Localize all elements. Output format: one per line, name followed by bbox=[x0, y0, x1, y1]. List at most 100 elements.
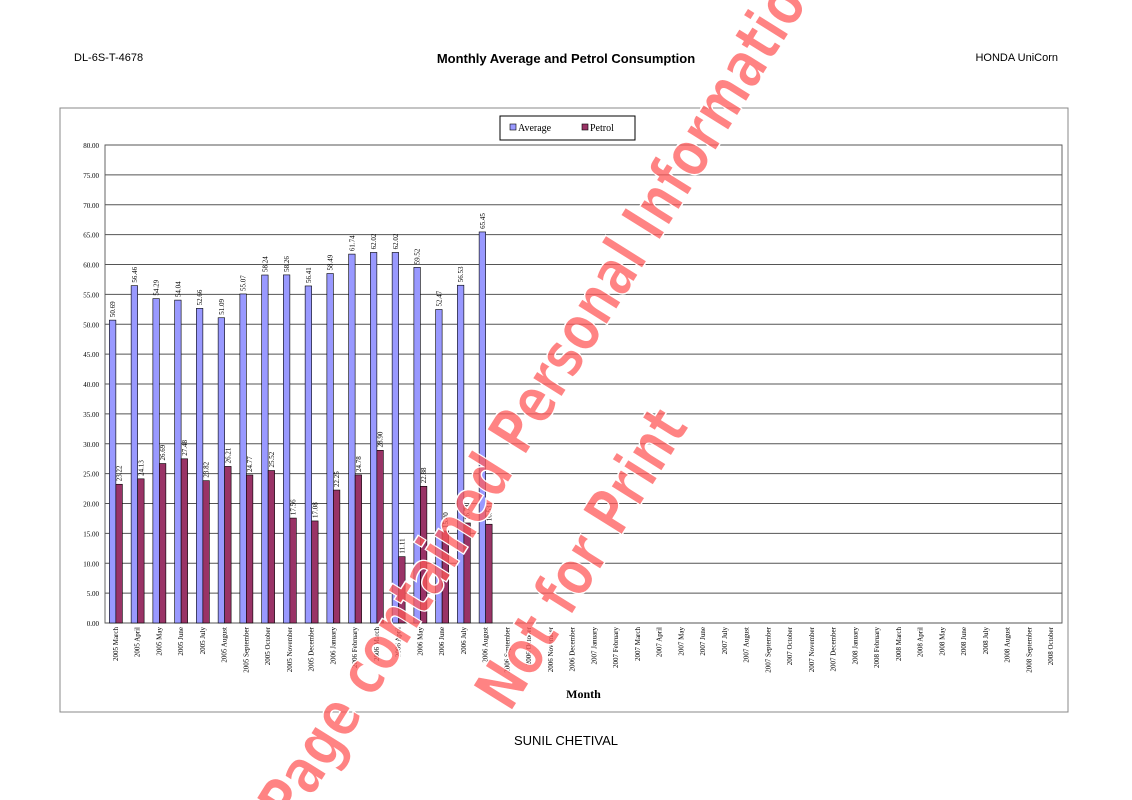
bar bbox=[391, 252, 399, 624]
x-tick-label: 2008 February bbox=[873, 627, 881, 669]
y-tick-label: 20.00 bbox=[83, 501, 99, 509]
value-label: 58.26 bbox=[283, 256, 291, 272]
bar bbox=[224, 466, 232, 624]
header-left: DL-6S-T-4678 bbox=[74, 52, 143, 64]
bar bbox=[441, 530, 449, 624]
value-label: 24.77 bbox=[246, 456, 254, 472]
value-label: 54.04 bbox=[174, 281, 182, 297]
x-tick-label: 2006 November bbox=[547, 626, 555, 672]
bar bbox=[376, 450, 384, 624]
y-tick-label: 25.00 bbox=[83, 471, 99, 479]
x-tick-label: 2006 March bbox=[373, 627, 381, 662]
value-label: 28.90 bbox=[377, 431, 385, 447]
x-tick-label: 2005 November bbox=[286, 626, 294, 672]
x-axis-title: Month bbox=[566, 687, 601, 701]
y-tick-label: 75.00 bbox=[83, 172, 99, 180]
x-tick-label: 2005 March bbox=[112, 627, 120, 662]
value-label: 22.88 bbox=[420, 467, 428, 483]
value-label: 62.02 bbox=[370, 233, 378, 249]
value-label: 15.40 bbox=[442, 512, 450, 528]
y-tick-label: 40.00 bbox=[83, 381, 99, 389]
bar bbox=[326, 273, 334, 624]
bar bbox=[311, 520, 319, 624]
chart-title: Monthly Average and Petrol Consumption bbox=[437, 51, 695, 66]
x-tick-label: 2005 July bbox=[199, 627, 207, 655]
value-label: 55.07 bbox=[240, 275, 248, 291]
bar bbox=[463, 522, 471, 624]
value-label: 52.66 bbox=[196, 289, 204, 305]
y-tick-label: 65.00 bbox=[83, 232, 99, 240]
bar bbox=[174, 299, 182, 624]
bar bbox=[196, 308, 204, 624]
x-tick-label: 2006 October bbox=[525, 626, 533, 665]
bar bbox=[354, 474, 362, 624]
footer: SUNIL CHETIVAL bbox=[514, 733, 618, 748]
bar bbox=[261, 274, 269, 624]
x-tick-label: 2007 February bbox=[612, 627, 620, 669]
value-label: 56.53 bbox=[457, 266, 465, 282]
bar bbox=[115, 483, 123, 624]
x-tick-label: 2006 April bbox=[395, 627, 403, 657]
value-label: 56.46 bbox=[131, 266, 139, 282]
x-tick-label: 2008 June bbox=[960, 627, 968, 656]
value-label: 58.24 bbox=[261, 256, 269, 272]
x-tick-label: 2007 May bbox=[677, 627, 685, 656]
y-tick-label: 55.00 bbox=[83, 291, 99, 299]
bar bbox=[159, 463, 167, 624]
value-label: 17.08 bbox=[311, 502, 319, 518]
value-label: 27.48 bbox=[181, 440, 189, 456]
x-tick-label: 2008 July bbox=[982, 627, 990, 655]
x-tick-label: 2007 June bbox=[699, 627, 707, 656]
value-label: 17.56 bbox=[290, 499, 298, 515]
x-tick-label: 2008 April bbox=[917, 627, 925, 657]
x-tick-label: 2005 May bbox=[155, 627, 163, 656]
bar bbox=[130, 285, 138, 624]
value-label: 23.22 bbox=[116, 465, 124, 481]
x-tick-label: 2005 April bbox=[134, 627, 142, 657]
bar bbox=[202, 480, 210, 624]
y-tick-label: 80.00 bbox=[83, 142, 99, 150]
x-tick-label: 2006 August bbox=[482, 627, 490, 663]
value-label: 26.21 bbox=[224, 447, 232, 463]
x-tick-label: 2008 October bbox=[1047, 626, 1055, 665]
x-tick-label: 2007 March bbox=[634, 627, 642, 662]
y-tick-label: 70.00 bbox=[83, 202, 99, 210]
bar bbox=[267, 470, 275, 624]
x-tick-label: 2007 January bbox=[590, 627, 598, 665]
x-tick-label: 2006 July bbox=[460, 627, 468, 655]
bar bbox=[485, 523, 493, 624]
value-label: 16.53 bbox=[485, 505, 493, 521]
value-label: 11.11 bbox=[398, 538, 406, 554]
bar bbox=[246, 474, 254, 624]
y-tick-label: 45.00 bbox=[83, 351, 99, 359]
y-tick-label: 10.00 bbox=[83, 560, 99, 568]
legend-label: Average bbox=[518, 123, 552, 134]
value-label: 26.69 bbox=[159, 444, 167, 460]
x-tick-label: 2007 September bbox=[764, 626, 772, 672]
value-label: 58.49 bbox=[327, 254, 335, 270]
x-tick-label: 2005 December bbox=[308, 626, 316, 671]
y-tick-label: 30.00 bbox=[83, 441, 99, 449]
value-label: 52.47 bbox=[435, 290, 443, 306]
chart-frame bbox=[59, 107, 1069, 713]
x-tick-label: 2006 January bbox=[329, 627, 337, 665]
bar bbox=[180, 458, 188, 624]
x-tick-label: 2005 August bbox=[221, 627, 229, 663]
value-label: 24.78 bbox=[355, 456, 363, 472]
legend-swatch bbox=[581, 123, 589, 131]
value-label: 16.74 bbox=[464, 504, 472, 520]
x-tick-label: 2008 May bbox=[938, 627, 946, 656]
x-tick-label: 2007 July bbox=[721, 627, 729, 655]
value-label: 65.45 bbox=[479, 213, 487, 229]
x-tick-label: 2006 December bbox=[569, 626, 577, 671]
bar bbox=[478, 231, 486, 624]
bar bbox=[304, 285, 312, 624]
value-label: 23.82 bbox=[203, 461, 211, 477]
x-tick-label: 2005 June bbox=[177, 627, 185, 656]
bar bbox=[413, 267, 421, 624]
value-label: 24.13 bbox=[137, 460, 145, 476]
value-label: 25.52 bbox=[268, 451, 276, 467]
x-tick-label: 2005 September bbox=[242, 626, 250, 672]
x-tick-label: 2006 February bbox=[351, 627, 359, 669]
x-tick-label: 2005 October bbox=[264, 626, 272, 665]
